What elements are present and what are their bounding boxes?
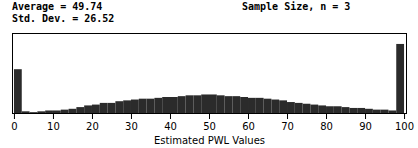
svg-text:0: 0 <box>11 121 17 132</box>
svg-text:90: 90 <box>359 121 372 132</box>
svg-text:50: 50 <box>203 121 216 132</box>
svg-text:30: 30 <box>125 121 138 132</box>
svg-text:Estimated PWL Values: Estimated PWL Values <box>154 135 265 146</box>
svg-text:60: 60 <box>242 121 255 132</box>
html-text:Average = 49.74 Std. Dev. = 26: Average = 49.74 Std. Dev. = 26.52 <box>12 1 115 24</box>
svg-text:20: 20 <box>86 121 99 132</box>
svg-text:80: 80 <box>320 121 333 132</box>
svg-text:100: 100 <box>395 121 414 132</box>
svg-text:70: 70 <box>281 121 294 132</box>
html-text:Sample Size, n = 3: Sample Size, n = 3 <box>242 1 351 12</box>
svg-text:40: 40 <box>164 121 177 132</box>
svg-text:10: 10 <box>47 121 60 132</box>
